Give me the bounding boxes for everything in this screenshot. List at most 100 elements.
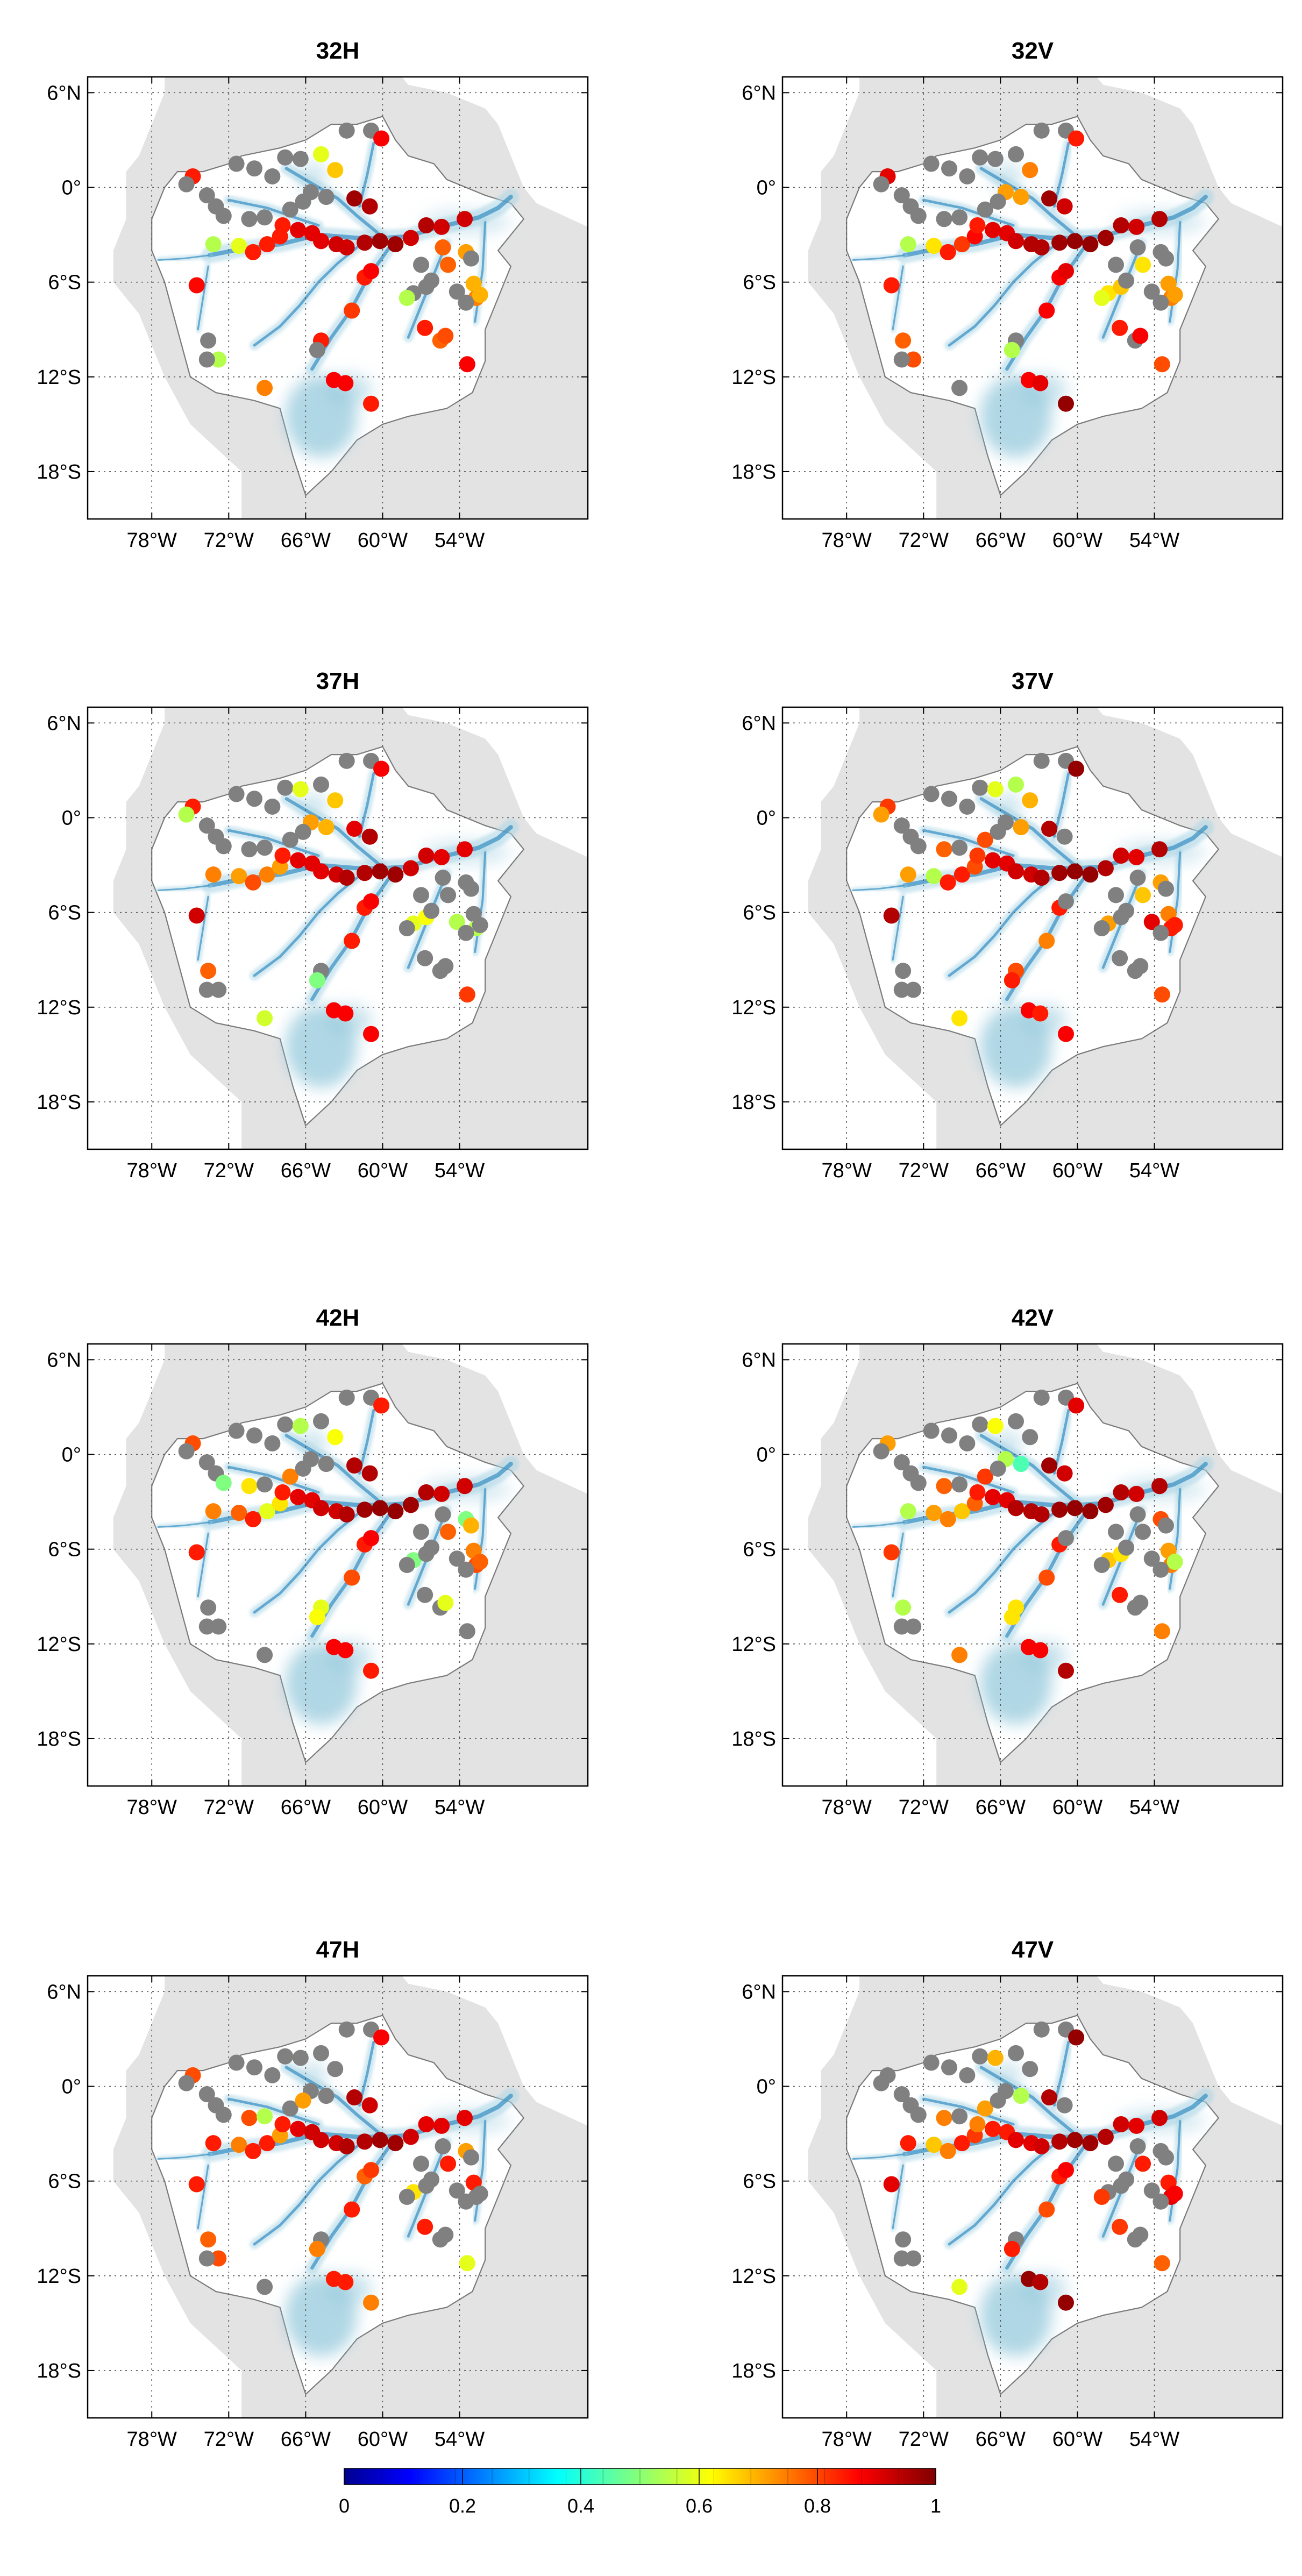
station-marker bbox=[228, 1422, 245, 1439]
station-marker bbox=[893, 817, 910, 834]
station-marker bbox=[245, 1511, 261, 1527]
station-marker bbox=[295, 823, 311, 840]
station-marker bbox=[363, 1662, 379, 1679]
y-tick-label: 18°S bbox=[731, 461, 776, 483]
station-marker bbox=[413, 257, 429, 273]
station-marker bbox=[241, 2110, 258, 2126]
station-marker bbox=[457, 1478, 473, 1495]
station-marker bbox=[1132, 1595, 1149, 1611]
station-marker bbox=[1129, 870, 1146, 886]
x-tick-label: 78°W bbox=[127, 2428, 177, 2451]
station-marker bbox=[363, 893, 379, 910]
station-marker bbox=[1113, 1484, 1129, 1500]
station-marker bbox=[264, 798, 281, 815]
river-ucayali bbox=[892, 2164, 904, 2230]
station-marker bbox=[274, 217, 291, 233]
station-marker bbox=[1038, 1569, 1055, 1586]
station-marker bbox=[1051, 865, 1068, 881]
x-tick-label: 66°W bbox=[281, 1159, 331, 1182]
panel-title: 37V bbox=[1012, 668, 1054, 694]
station-marker bbox=[241, 1478, 258, 1495]
station-marker bbox=[463, 880, 479, 897]
station-marker bbox=[363, 263, 379, 280]
station-marker bbox=[1128, 849, 1145, 865]
station-marker bbox=[1128, 2117, 1145, 2134]
y-tick-label: 12°S bbox=[731, 1633, 776, 1656]
station-marker bbox=[246, 791, 262, 807]
station-marker bbox=[472, 287, 488, 303]
station-markers bbox=[873, 2021, 1183, 2311]
station-marker bbox=[990, 193, 1006, 210]
station-marker bbox=[423, 1539, 440, 1556]
station-marker bbox=[987, 781, 1004, 798]
station-marker bbox=[188, 907, 205, 924]
river-japura bbox=[227, 829, 320, 857]
station-marker bbox=[910, 838, 927, 855]
station-marker bbox=[1166, 1554, 1183, 1570]
station-marker bbox=[985, 1489, 1001, 1505]
x-tick-label: 72°W bbox=[899, 1159, 949, 1182]
station-marker bbox=[449, 283, 465, 300]
station-markers bbox=[178, 122, 488, 412]
station-marker bbox=[1066, 233, 1083, 250]
station-marker bbox=[363, 2294, 379, 2311]
station-marker bbox=[459, 986, 475, 1003]
station-marker bbox=[402, 2129, 419, 2145]
x-tick-label: 72°W bbox=[899, 529, 949, 552]
station-marker bbox=[1151, 841, 1168, 858]
station-marker bbox=[338, 752, 355, 769]
station-marker bbox=[418, 847, 435, 864]
x-tick-label: 72°W bbox=[204, 1159, 254, 1182]
station-marker bbox=[1112, 319, 1128, 336]
station-marker bbox=[936, 1478, 952, 1495]
y-tick-label: 6°S bbox=[743, 902, 776, 924]
station-marker bbox=[188, 1544, 205, 1561]
y-tick-label: 12°S bbox=[37, 997, 81, 1019]
x-tick-label: 78°W bbox=[822, 1796, 872, 1819]
map-panel-32h: 78°W 72°W 66°W 60°W 54°W 6°N 0° 6°S 12°S 18°S 32H bbox=[37, 38, 589, 552]
station-marker bbox=[292, 781, 309, 798]
river-ucayali bbox=[892, 1532, 904, 1598]
x-tick-label: 66°W bbox=[976, 1796, 1026, 1819]
station-marker bbox=[1004, 2240, 1020, 2257]
plot-frame bbox=[781, 1975, 1284, 2419]
station-marker bbox=[318, 189, 335, 205]
x-tick-label: 72°W bbox=[899, 1796, 949, 1819]
station-marker bbox=[1041, 190, 1057, 207]
station-marker bbox=[418, 2116, 435, 2132]
station-marker bbox=[1056, 198, 1073, 215]
station-marker bbox=[231, 2137, 247, 2153]
station-marker bbox=[954, 2135, 970, 2152]
station-marker bbox=[257, 1476, 273, 1493]
river-purus bbox=[948, 246, 1054, 347]
station-marker bbox=[259, 2135, 275, 2152]
y-tick-label: 6°S bbox=[743, 272, 776, 294]
y-tick-label: 6°N bbox=[742, 82, 776, 104]
station-marker bbox=[373, 130, 390, 147]
station-marker bbox=[198, 2250, 215, 2267]
y-tick-label: 6°N bbox=[47, 82, 81, 104]
river-branco bbox=[358, 1408, 375, 1475]
station-marker bbox=[282, 2100, 298, 2117]
station-marker bbox=[215, 1475, 232, 1491]
station-marker bbox=[387, 1503, 404, 1520]
station-marker bbox=[228, 786, 245, 802]
station-marker bbox=[1051, 234, 1068, 251]
station-marker bbox=[895, 963, 912, 979]
station-marker bbox=[309, 2240, 325, 2257]
station-marker bbox=[1041, 2089, 1057, 2106]
y-tick-label: 6°N bbox=[742, 1981, 776, 2003]
station-marker bbox=[972, 779, 988, 796]
x-tick-label: 78°W bbox=[127, 1796, 177, 1819]
station-marker bbox=[951, 2108, 968, 2125]
station-marker bbox=[344, 933, 360, 949]
station-marker bbox=[433, 218, 450, 235]
river-maraon bbox=[852, 2153, 905, 2160]
station-marker bbox=[1056, 1465, 1073, 1482]
station-marker bbox=[1004, 972, 1020, 988]
station-marker bbox=[361, 828, 378, 845]
station-marker bbox=[873, 176, 890, 193]
river-ucayali bbox=[197, 1532, 209, 1598]
station-marker bbox=[1058, 263, 1074, 280]
